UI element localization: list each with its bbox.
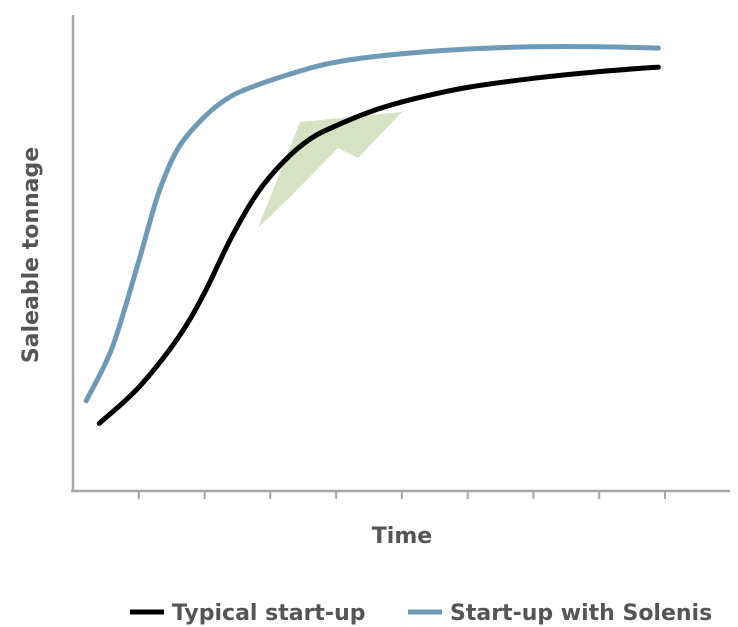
improvement-arrow <box>258 112 402 228</box>
series-lines <box>83 44 661 426</box>
series-line-1 <box>83 44 661 404</box>
legend-item-typical: Typical start-up <box>130 601 365 626</box>
y-axis-label: Saleable tonnage <box>19 147 44 363</box>
axes <box>71 15 730 493</box>
arrow-shape <box>258 112 402 228</box>
legend-item-solenis: Start-up with Solenis <box>408 601 712 626</box>
legend-label-typical: Typical start-up <box>172 601 365 626</box>
x-axis-ticks <box>137 491 666 499</box>
series-line-0 <box>96 64 661 426</box>
x-axis-label: Time <box>372 524 432 549</box>
legend-label-solenis: Start-up with Solenis <box>450 601 712 626</box>
legend: Typical start-up Start-up with Solenis <box>130 601 712 626</box>
